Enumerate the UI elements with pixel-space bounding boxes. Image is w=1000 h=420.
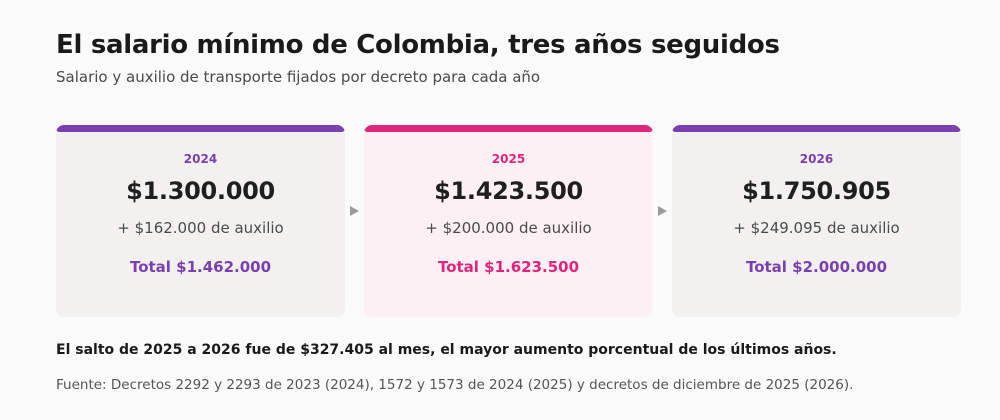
card-2024: 2024 $1.300.000 + $162.000 de auxilio To… [56,125,345,317]
salary-cards: 2024 $1.300.000 + $162.000 de auxilio To… [56,125,961,317]
card-year: 2024 [183,152,218,166]
card-year: 2026 [799,152,834,166]
page-title: El salario mínimo de Colombia, tres años… [56,30,780,60]
source-note: Fuente: Decretos 2292 y 2293 de 2023 (20… [56,377,854,393]
card-accent-bar [364,125,653,132]
card-year: 2025 [491,152,526,166]
card-transport-aux: + $162.000 de auxilio [117,219,284,237]
summary-note: El salto de 2025 a 2026 fue de $327.405 … [56,342,837,358]
card-2025: 2025 $1.423.500 + $200.000 de auxilio To… [364,125,653,317]
card-accent-bar [672,125,961,132]
arrow-right-icon [350,206,359,216]
page-subtitle: Salario y auxilio de transporte fijados … [56,68,541,86]
card-total: Total $2.000.000 [745,258,888,276]
arrow-right-icon [658,206,667,216]
card-2026: 2026 $1.750.905 + $249.095 de auxilio To… [672,125,961,317]
card-salary-amount: $1.750.905 [742,177,891,205]
card-transport-aux: + $200.000 de auxilio [425,219,592,237]
card-accent-bar [56,125,345,132]
card-transport-aux: + $249.095 de auxilio [733,219,900,237]
card-total: Total $1.623.500 [437,258,580,276]
card-salary-amount: $1.423.500 [434,177,583,205]
card-total: Total $1.462.000 [129,258,272,276]
card-salary-amount: $1.300.000 [126,177,275,205]
